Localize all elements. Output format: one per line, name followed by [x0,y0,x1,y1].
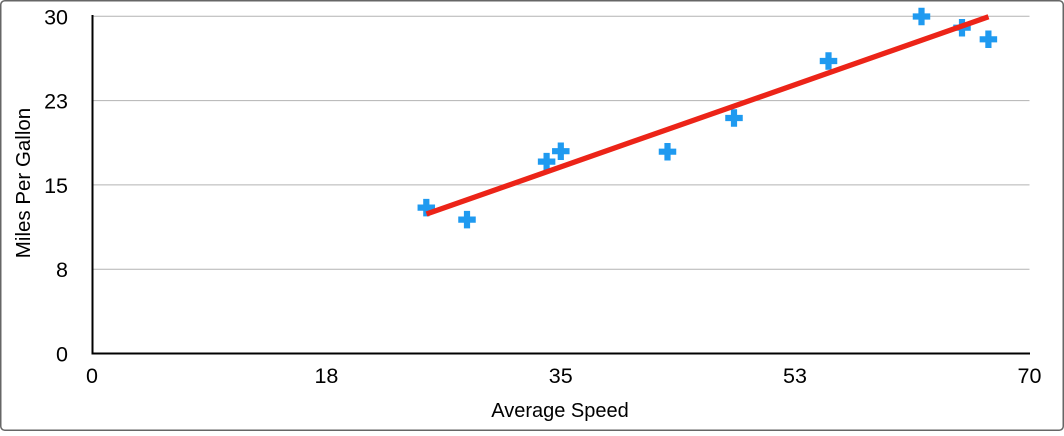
svg-text:18: 18 [314,364,338,388]
svg-text:15: 15 [44,174,68,198]
svg-text:0: 0 [56,343,68,367]
svg-text:70: 70 [1018,364,1042,388]
svg-text:Miles Per Gallon: Miles Per Gallon [12,108,35,258]
svg-text:30: 30 [44,5,68,29]
svg-text:23: 23 [44,90,68,114]
svg-text:8: 8 [56,258,68,282]
svg-text:35: 35 [549,364,573,388]
svg-text:Average Speed: Average Speed [491,400,629,422]
svg-text:53: 53 [783,364,807,388]
svg-text:0: 0 [86,364,98,388]
